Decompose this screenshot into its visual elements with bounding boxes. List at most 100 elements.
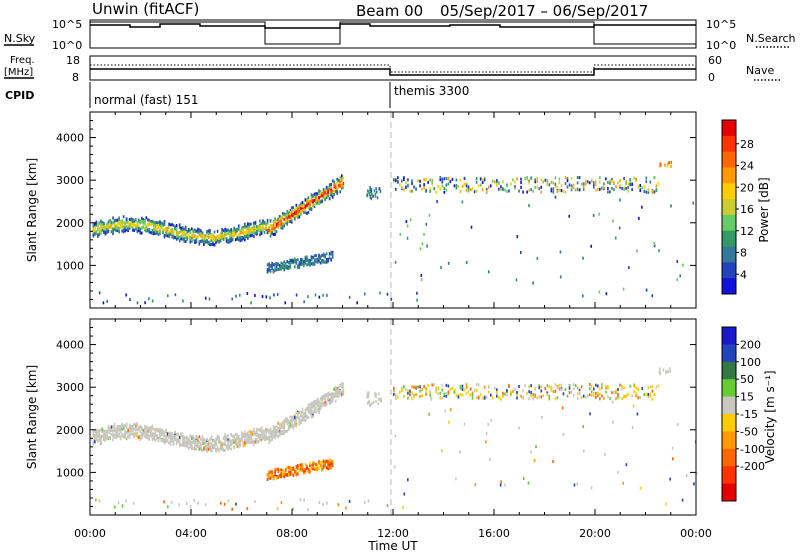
echo-cell [169, 229, 172, 233]
echo-cell [133, 219, 136, 223]
echo-cell [253, 440, 255, 444]
echo-cell [175, 231, 178, 235]
echo-cell [325, 252, 328, 256]
echo-cell [197, 235, 199, 239]
echo-cell [578, 390, 581, 394]
echo-cell [403, 492, 406, 496]
echo-cell [274, 427, 276, 431]
echo-cell [203, 233, 205, 237]
echo-cell [109, 222, 111, 226]
echo-cell [284, 215, 287, 219]
echo-cell [295, 203, 298, 207]
echo-cell [172, 234, 175, 238]
echo-cell [191, 238, 193, 242]
echo-cell [310, 406, 313, 410]
echo-cell [162, 438, 164, 442]
echo-cell [272, 434, 275, 438]
echo-cell [235, 294, 237, 298]
echo-cell [321, 465, 323, 469]
echo-cell [227, 228, 229, 232]
echo-cell [340, 186, 343, 190]
x-axis: 00:00 04:00 08:00 12:00 16:00 20:00 00:00 [74, 527, 712, 540]
echo-cell [221, 443, 223, 447]
echo-cell [340, 183, 343, 187]
echo-cell [119, 427, 122, 431]
echo-cell [309, 461, 311, 465]
echo-cell [322, 191, 325, 195]
echo-cell [159, 222, 161, 226]
echo-cell [171, 233, 173, 237]
freq-tick-low: 8 [72, 71, 79, 84]
echo-cell [269, 229, 272, 233]
echo-cell [605, 177, 607, 181]
echo-cell [154, 428, 157, 432]
echo-cell [251, 226, 254, 230]
echo-cell [443, 394, 446, 398]
echo-cell [175, 439, 178, 443]
echo-cell [92, 224, 95, 228]
echo-cell [238, 293, 241, 297]
echo-cell [609, 397, 611, 401]
echo-cell [139, 426, 142, 430]
echo-cell [377, 402, 379, 406]
echo-cell [544, 386, 547, 390]
echo-cell [310, 193, 313, 197]
echo-cell [425, 222, 428, 226]
echo-cell [536, 396, 539, 400]
echo-cell [287, 470, 290, 474]
echo-cell [130, 223, 132, 227]
echo-cell [160, 221, 163, 225]
echo-cell [532, 393, 534, 397]
echo-cell [240, 226, 243, 230]
echo-cell [676, 260, 679, 264]
echo-cell [330, 462, 332, 466]
echo-cell [315, 466, 317, 470]
echo-cell [216, 447, 219, 451]
date-range: 05/Sep/2017 – 06/Sep/2017 [440, 2, 648, 20]
echo-cell [106, 222, 108, 226]
echo-cell [121, 229, 123, 233]
echo-cell [185, 502, 188, 506]
echo-cell [303, 412, 305, 416]
echo-cell [284, 263, 287, 267]
echo-cell [315, 399, 317, 403]
echo-cell [225, 237, 228, 241]
echo-cell [278, 219, 281, 223]
echo-cell [297, 466, 299, 470]
echo-cell [572, 183, 575, 187]
echo-cell [560, 388, 563, 392]
echo-cell [331, 392, 334, 396]
echo-cell [419, 179, 421, 183]
echo-cell [242, 226, 245, 230]
echo-cell [178, 224, 181, 228]
echo-cell [277, 262, 279, 266]
echo-cell [633, 384, 635, 388]
echo-cell [289, 470, 292, 474]
echo-cell [157, 230, 160, 234]
echo-cell [306, 259, 308, 263]
cpid-label: CPID [5, 89, 34, 102]
echo-cell [175, 228, 178, 232]
echo-cell [536, 179, 539, 183]
echo-cell [319, 261, 322, 265]
echo-cell [130, 432, 132, 436]
echo-cell [629, 384, 631, 388]
echo-cell [595, 183, 597, 187]
echo-cell [669, 369, 672, 373]
echo-cell [222, 237, 225, 241]
echo-cell [209, 243, 211, 247]
echo-cell [227, 446, 229, 450]
echo-cell [195, 236, 198, 240]
echo-cell [520, 185, 522, 189]
echo-cell [236, 433, 239, 437]
echo-cell [325, 260, 328, 264]
echo-cell [566, 176, 569, 180]
echo-cell [136, 422, 139, 426]
echo-cell [230, 440, 232, 444]
echo-cell [290, 467, 293, 471]
echo-cell [328, 192, 331, 196]
echo-cell [281, 425, 284, 429]
echo-cell [201, 449, 204, 453]
echo-cell [142, 225, 145, 229]
echo-cell [506, 190, 508, 194]
